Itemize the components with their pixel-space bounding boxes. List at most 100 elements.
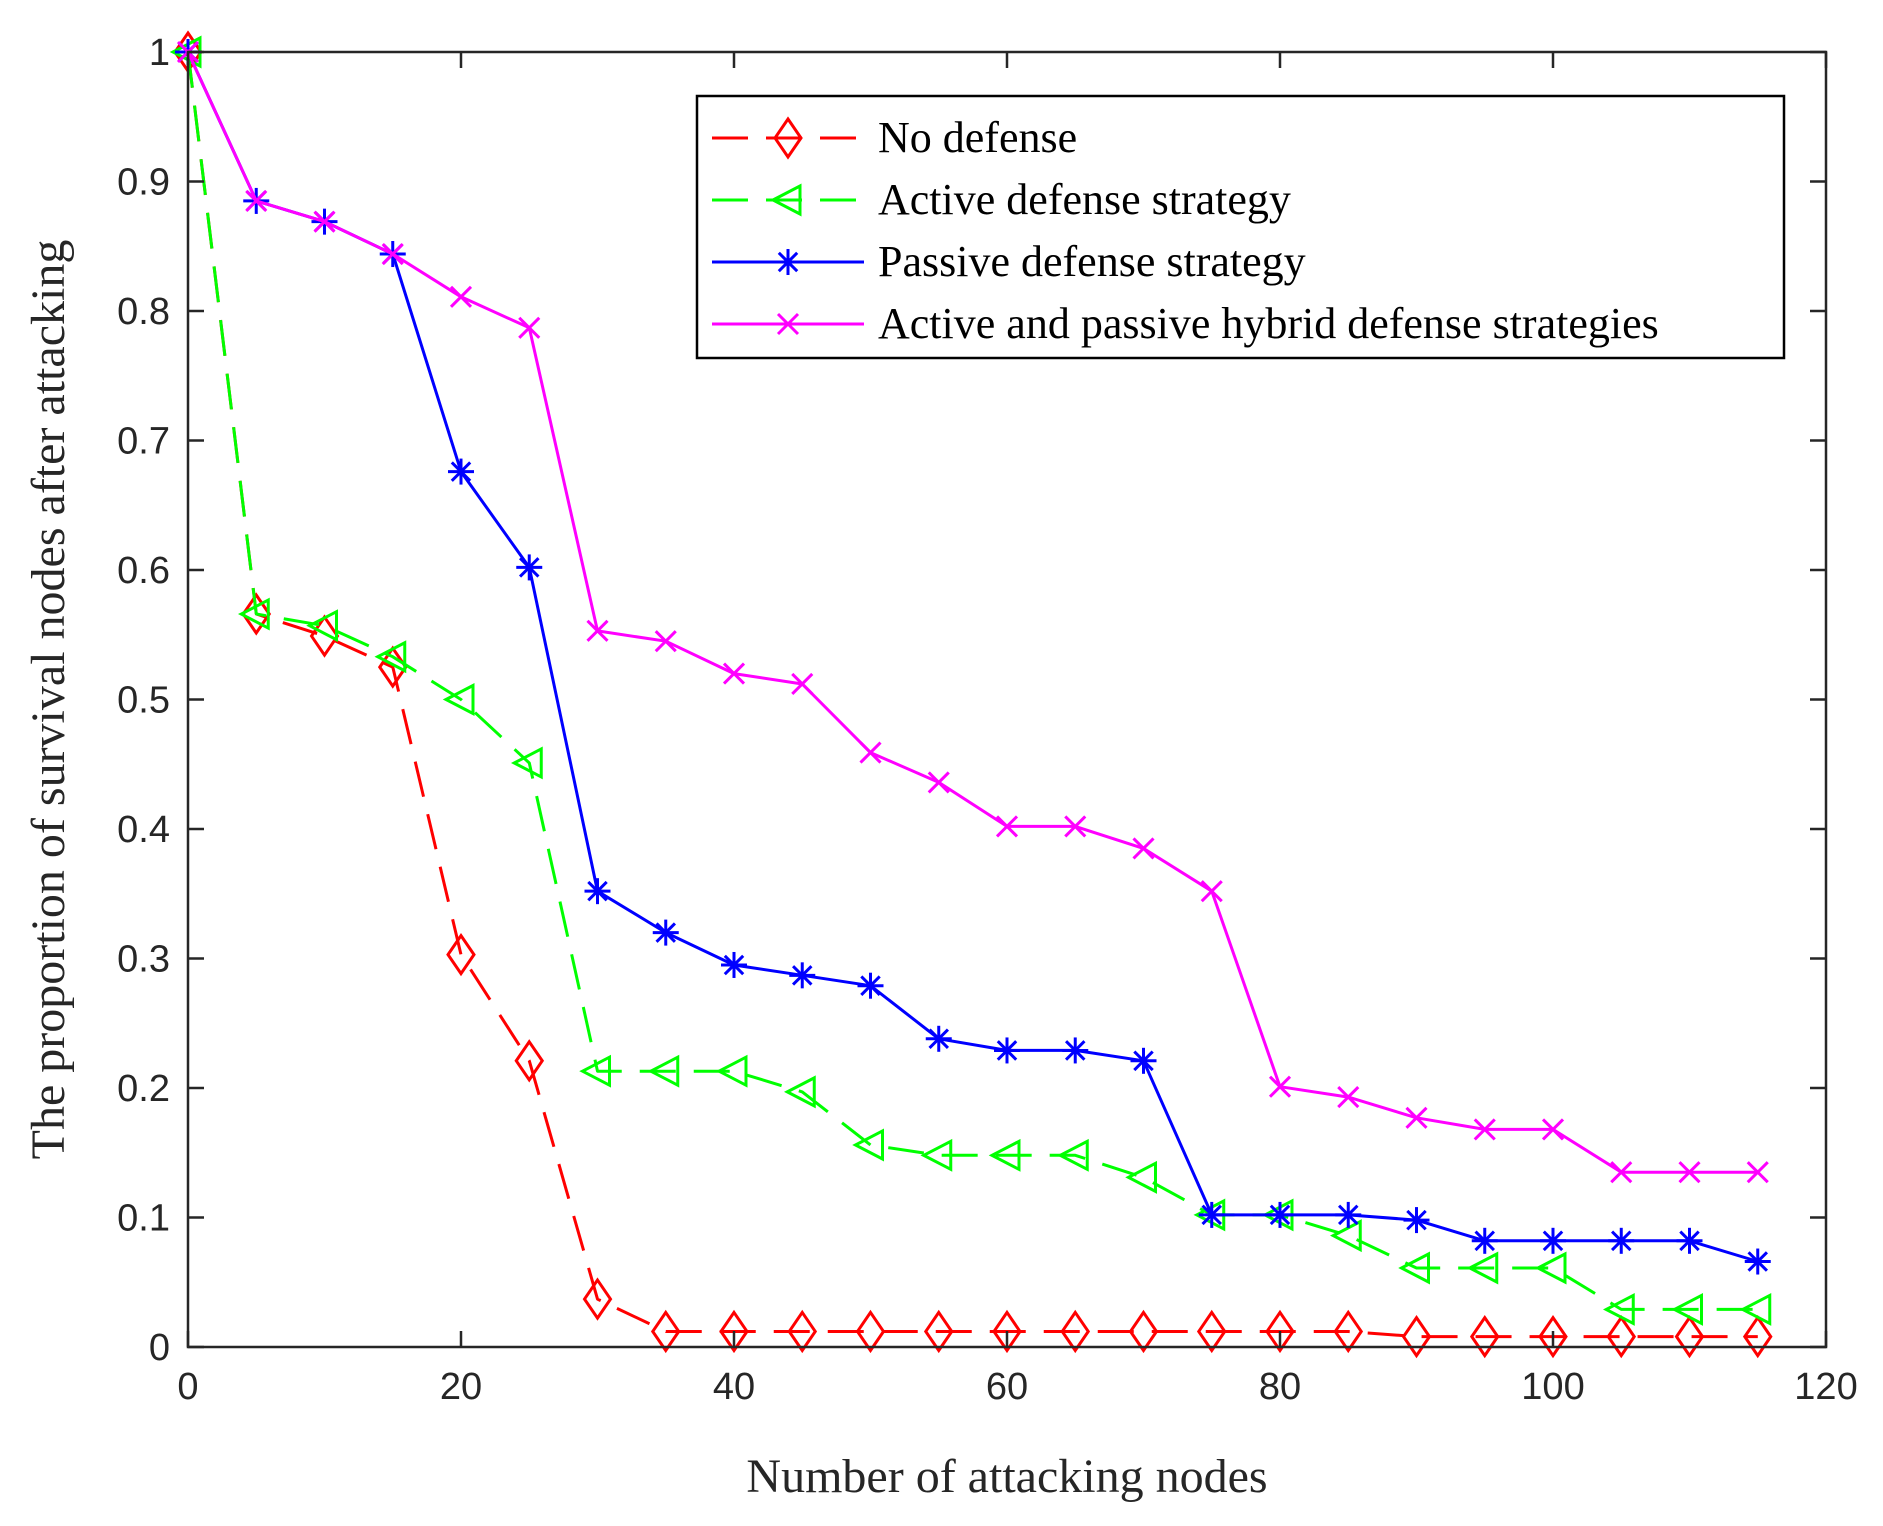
y-tick-label: 0.5 (117, 680, 170, 722)
data-point (442, 683, 475, 716)
data-point (654, 630, 677, 653)
legend-box (695, 94, 1786, 360)
data-point (994, 1037, 1020, 1064)
data-point (1678, 1161, 1701, 1184)
legend-marker (776, 312, 800, 336)
data-point (722, 662, 746, 685)
legend-entry-1: No defense (712, 113, 1077, 162)
data-point (582, 1277, 613, 1321)
y-tick-label: 0 (149, 1327, 170, 1369)
series-line (186, 51, 1758, 1311)
data-point (516, 554, 543, 581)
y-axis-title: The proportion of survival nodes after a… (22, 240, 75, 1160)
data-point (1335, 1201, 1362, 1228)
data-point (1333, 1309, 1364, 1354)
data-point (1602, 1292, 1635, 1326)
x-tick-label: 120 (1794, 1366, 1857, 1408)
data-point (992, 1309, 1022, 1354)
data-point (1610, 1161, 1633, 1184)
data-point (1198, 1201, 1225, 1228)
x-tick-label: 20 (440, 1366, 482, 1408)
data-point (1739, 1292, 1772, 1326)
data-point (652, 919, 679, 946)
data-point (1337, 1086, 1360, 1109)
legend-entry-3: Passive defense strategy (712, 237, 1306, 286)
x-tick-label: 0 (177, 1366, 198, 1408)
data-point (1125, 1160, 1157, 1194)
data-point (1742, 1314, 1773, 1359)
data-point (927, 771, 950, 794)
data-point (925, 1025, 952, 1052)
data-point (1401, 1314, 1432, 1359)
data-point (1473, 1118, 1496, 1141)
data-point (1060, 1309, 1091, 1354)
data-point (1398, 1251, 1430, 1285)
data-point (586, 619, 609, 642)
x-axis-title: Number of attacking nodes (746, 1450, 1267, 1503)
data-point (381, 242, 404, 266)
data-point (789, 962, 816, 989)
series-line (186, 51, 1758, 1174)
data-point (1128, 1309, 1159, 1354)
data-point (1606, 1314, 1637, 1359)
data-point (245, 189, 268, 212)
y-tick-label: 0.8 (117, 291, 170, 333)
data-point (306, 609, 338, 643)
x-tick-label: 80 (1259, 1366, 1301, 1408)
data-point (1538, 1314, 1568, 1359)
series-3 (175, 39, 1771, 1275)
legend-entry-4: Active and passive hybrid defense strate… (712, 299, 1659, 348)
data-point (1265, 1309, 1295, 1354)
y-tick-label: 0.9 (117, 162, 170, 204)
data-point (855, 1309, 886, 1354)
data-point (857, 972, 884, 999)
data-point (514, 1039, 545, 1083)
data-point (1132, 837, 1155, 860)
data-point (1540, 1227, 1566, 1254)
x-tick-label: 40 (713, 1366, 755, 1408)
data-point (1671, 1292, 1703, 1326)
data-point (791, 672, 814, 696)
data-point (518, 316, 541, 339)
data-point (783, 1075, 816, 1109)
legend-entry-2: Active defense strategy (712, 175, 1291, 224)
data-point (1267, 1201, 1293, 1228)
data-point (1534, 1251, 1567, 1285)
legend-label: Passive defense strategy (878, 237, 1306, 286)
data-point (650, 1309, 681, 1354)
axes-layer: 0 20 40 60 80 100 120 0 0.1 0.2 0.3 0.4 0.5 0.6 0.7 0.8… (117, 32, 1858, 1408)
data-point (721, 951, 747, 978)
data-point (920, 1138, 953, 1172)
y-tick-label: 0.6 (117, 550, 170, 592)
data-point (446, 932, 476, 977)
data-point (313, 210, 336, 233)
y-tick-label: 1 (149, 32, 170, 74)
legend-label: Active defense strategy (878, 175, 1291, 224)
data-point (1746, 1161, 1769, 1184)
y-tick-label: 0.7 (117, 421, 170, 463)
legend: No defense Active defense strategy Passive… (695, 94, 1786, 360)
data-point (923, 1309, 954, 1354)
legend-marker (775, 249, 801, 275)
series-4 (176, 40, 1769, 1184)
data-point (1403, 1207, 1430, 1234)
data-point (1056, 1138, 1089, 1172)
data-point (715, 1054, 748, 1088)
data-point (449, 285, 473, 308)
y-tick-label: 0.1 (117, 1198, 170, 1240)
y-tick-label: 0.3 (117, 939, 170, 981)
data-point (1676, 1227, 1703, 1254)
data-point (1541, 1118, 1565, 1141)
data-point (374, 640, 407, 674)
data-point (852, 1128, 884, 1162)
data-point (1405, 1106, 1428, 1129)
data-point (579, 1054, 611, 1088)
data-point (1130, 1047, 1157, 1074)
data-point (510, 746, 543, 780)
data-point (1196, 1309, 1227, 1354)
legend-marker (773, 116, 803, 160)
legend-marker (769, 183, 802, 217)
data-point (995, 815, 1019, 838)
y-tick-label: 0.2 (117, 1068, 170, 1110)
